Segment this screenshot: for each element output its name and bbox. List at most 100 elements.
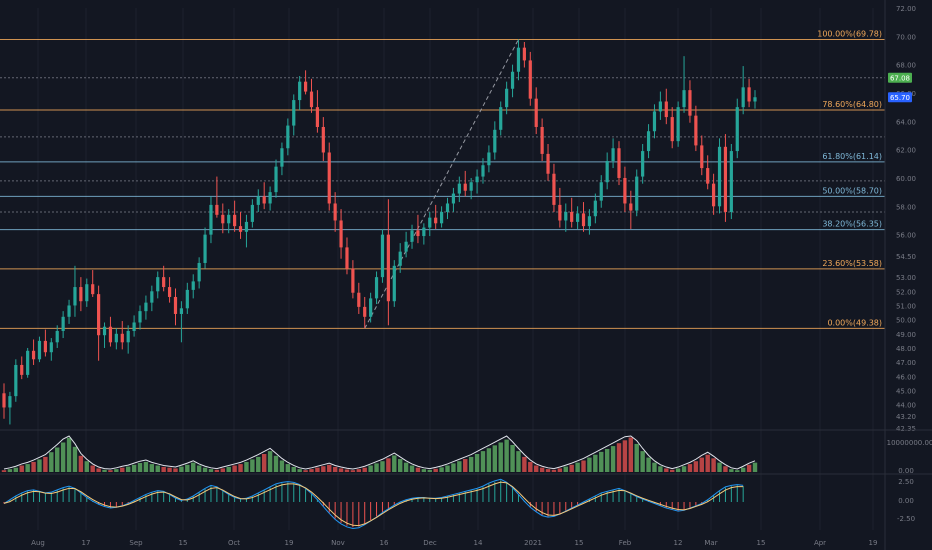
price-tick-label: 50.00 bbox=[896, 317, 916, 325]
candle-body bbox=[712, 183, 716, 207]
price-tick-label: 53.00 bbox=[896, 274, 916, 282]
candle-body bbox=[510, 71, 515, 89]
time-tick-label: Apr bbox=[814, 539, 826, 547]
candle-body bbox=[688, 90, 692, 116]
candle-body bbox=[386, 234, 390, 302]
fib-level-label: 50.00%(58.70) bbox=[822, 186, 882, 195]
candle-body bbox=[694, 115, 698, 146]
candle-body bbox=[274, 166, 278, 193]
volume-bar bbox=[7, 469, 13, 472]
candle-body bbox=[664, 101, 668, 118]
volume-bar bbox=[386, 458, 391, 472]
candle-body bbox=[422, 227, 426, 237]
volume-bar bbox=[593, 454, 598, 472]
candle-body bbox=[676, 107, 680, 142]
candle-body bbox=[374, 277, 379, 299]
candle-body bbox=[741, 87, 745, 108]
volume-bar bbox=[250, 459, 255, 472]
volume-bar bbox=[196, 465, 202, 472]
candle-body bbox=[233, 214, 237, 227]
candle-body bbox=[735, 107, 739, 152]
candle-body bbox=[410, 230, 414, 242]
time-tick-label: 17 bbox=[82, 539, 91, 547]
candle-body bbox=[729, 151, 733, 212]
price-tick-label: 44.00 bbox=[896, 402, 916, 410]
volume-bar bbox=[670, 469, 675, 472]
candle-body bbox=[351, 268, 355, 293]
price-tick-label: 49.00 bbox=[896, 331, 916, 339]
candle-body bbox=[481, 165, 485, 177]
candle-body bbox=[309, 91, 314, 108]
candle-body bbox=[469, 182, 473, 191]
time-axis: Aug 17 Sep 15 Oct 19 Nov 16 Dec 14 2021 15 Feb 12 Mar 1… bbox=[31, 539, 877, 547]
volume-bar bbox=[90, 465, 95, 472]
candle-body bbox=[298, 81, 302, 101]
candle-body bbox=[114, 333, 118, 343]
volume-bar bbox=[640, 451, 645, 472]
candle-body bbox=[487, 152, 491, 166]
volume-bar bbox=[173, 468, 178, 472]
candle-body bbox=[552, 173, 556, 205]
candle-body bbox=[97, 294, 101, 336]
volume-bar bbox=[273, 455, 279, 472]
candle-body bbox=[599, 182, 603, 201]
volume-bar bbox=[137, 463, 143, 472]
volume-bar bbox=[510, 445, 515, 472]
volume-bar bbox=[634, 443, 639, 472]
candle-body bbox=[700, 145, 704, 169]
volume-bar bbox=[267, 451, 273, 472]
oscillator-axis-label: 2.50 bbox=[898, 478, 914, 486]
candle-body bbox=[162, 277, 166, 288]
time-tick-label: 12 bbox=[674, 539, 683, 547]
fib-level-label: 23.60%(53.58) bbox=[822, 259, 882, 268]
volume-bar bbox=[539, 467, 545, 472]
volume-bar bbox=[658, 466, 663, 472]
candle-body bbox=[635, 176, 639, 211]
fib-level-label: 38.20%(56.35) bbox=[822, 220, 882, 229]
candle-body bbox=[321, 126, 325, 153]
candle-body bbox=[26, 350, 30, 375]
fib-level-label: 78.60%(64.80) bbox=[822, 100, 882, 109]
candle-body bbox=[363, 306, 367, 317]
volume-bar bbox=[746, 464, 752, 472]
candle-body bbox=[439, 211, 444, 224]
candle-body bbox=[91, 284, 95, 295]
volume-bar bbox=[616, 443, 622, 472]
volume-bar bbox=[55, 447, 60, 472]
time-tick-label: Mar bbox=[704, 539, 717, 547]
volume-bar bbox=[226, 466, 231, 472]
volume-bar bbox=[587, 457, 592, 472]
candle-body bbox=[31, 350, 36, 360]
candlesticks bbox=[2, 39, 757, 425]
volume-bar bbox=[49, 452, 54, 472]
volume-bar bbox=[338, 468, 344, 472]
candle-body bbox=[493, 129, 497, 153]
volume-bar bbox=[486, 448, 492, 472]
time-tick-label: 19 bbox=[285, 539, 294, 547]
volume-bar bbox=[439, 467, 444, 472]
candle-body bbox=[652, 111, 657, 132]
candle-body bbox=[392, 265, 396, 302]
volume-bar bbox=[214, 469, 220, 472]
volume-bar bbox=[380, 461, 385, 472]
candle-body bbox=[499, 107, 503, 130]
volume-bar bbox=[362, 467, 367, 472]
price-tick-label: 45.00 bbox=[896, 387, 916, 395]
candle-body bbox=[14, 364, 18, 397]
volume-bar bbox=[516, 451, 521, 472]
candle-body bbox=[380, 234, 385, 278]
volume-bar bbox=[415, 467, 421, 472]
candle-body bbox=[475, 176, 479, 183]
price-tick-label: 52.00 bbox=[896, 288, 916, 296]
volume-bar bbox=[125, 466, 131, 472]
volume-bar bbox=[681, 466, 687, 472]
candle-body bbox=[398, 251, 402, 266]
fib-level-label: 61.80%(61.14) bbox=[822, 152, 882, 161]
candle-body bbox=[292, 100, 296, 126]
volume-bar bbox=[143, 461, 149, 472]
volume-bar bbox=[155, 465, 160, 472]
time-tick-label: 15 bbox=[757, 539, 766, 547]
volume-bar bbox=[120, 467, 125, 472]
